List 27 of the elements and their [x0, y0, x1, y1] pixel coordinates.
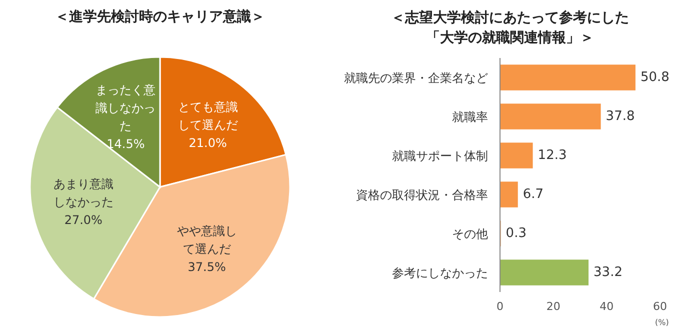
- chart-title: ＜進学先検討時のキャリア意識＞: [54, 8, 266, 26]
- data-label: 50.8: [640, 70, 670, 84]
- y-tick-label: その他: [452, 226, 488, 242]
- data-label: 27.0%: [63, 212, 104, 229]
- x-axis-title: (%): [655, 318, 669, 327]
- data-label: 0.3: [506, 226, 526, 240]
- slice-label: まったく意識しなかった: [94, 82, 157, 135]
- y-tick-label: 参考にしなかった: [392, 264, 488, 282]
- x-tick-label: 0: [496, 300, 504, 313]
- slice-label: やや意識して選んだ: [176, 223, 238, 258]
- slice-label: とても意識して選んだ: [176, 99, 239, 134]
- x-tick-label: 60: [652, 300, 668, 313]
- y-tick-label: 就職率: [452, 108, 488, 126]
- data-label: 6.7: [522, 186, 544, 202]
- data-label: 37.5%: [186, 259, 227, 276]
- data-label: 33.2: [594, 264, 622, 280]
- x-tick-label: 20: [545, 300, 562, 313]
- slice-label: あまり意識しなかった: [52, 176, 114, 211]
- data-label: 12.3: [538, 148, 567, 162]
- x-tick-label: 40: [598, 300, 615, 313]
- y-tick-label: 就職サポート体制: [392, 148, 488, 164]
- y-tick-label: 資格の取得状況・合格率: [356, 186, 488, 204]
- data-label: 37.8: [606, 108, 635, 124]
- data-label: 14.5%: [106, 136, 146, 153]
- y-tick-label: 就職先の業界・企業名など: [344, 70, 488, 86]
- chart-title: ＜志望大学検討にあたって参考にした「大学の就職関連情報」＞: [390, 9, 630, 48]
- data-label: 21.0%: [188, 135, 228, 152]
